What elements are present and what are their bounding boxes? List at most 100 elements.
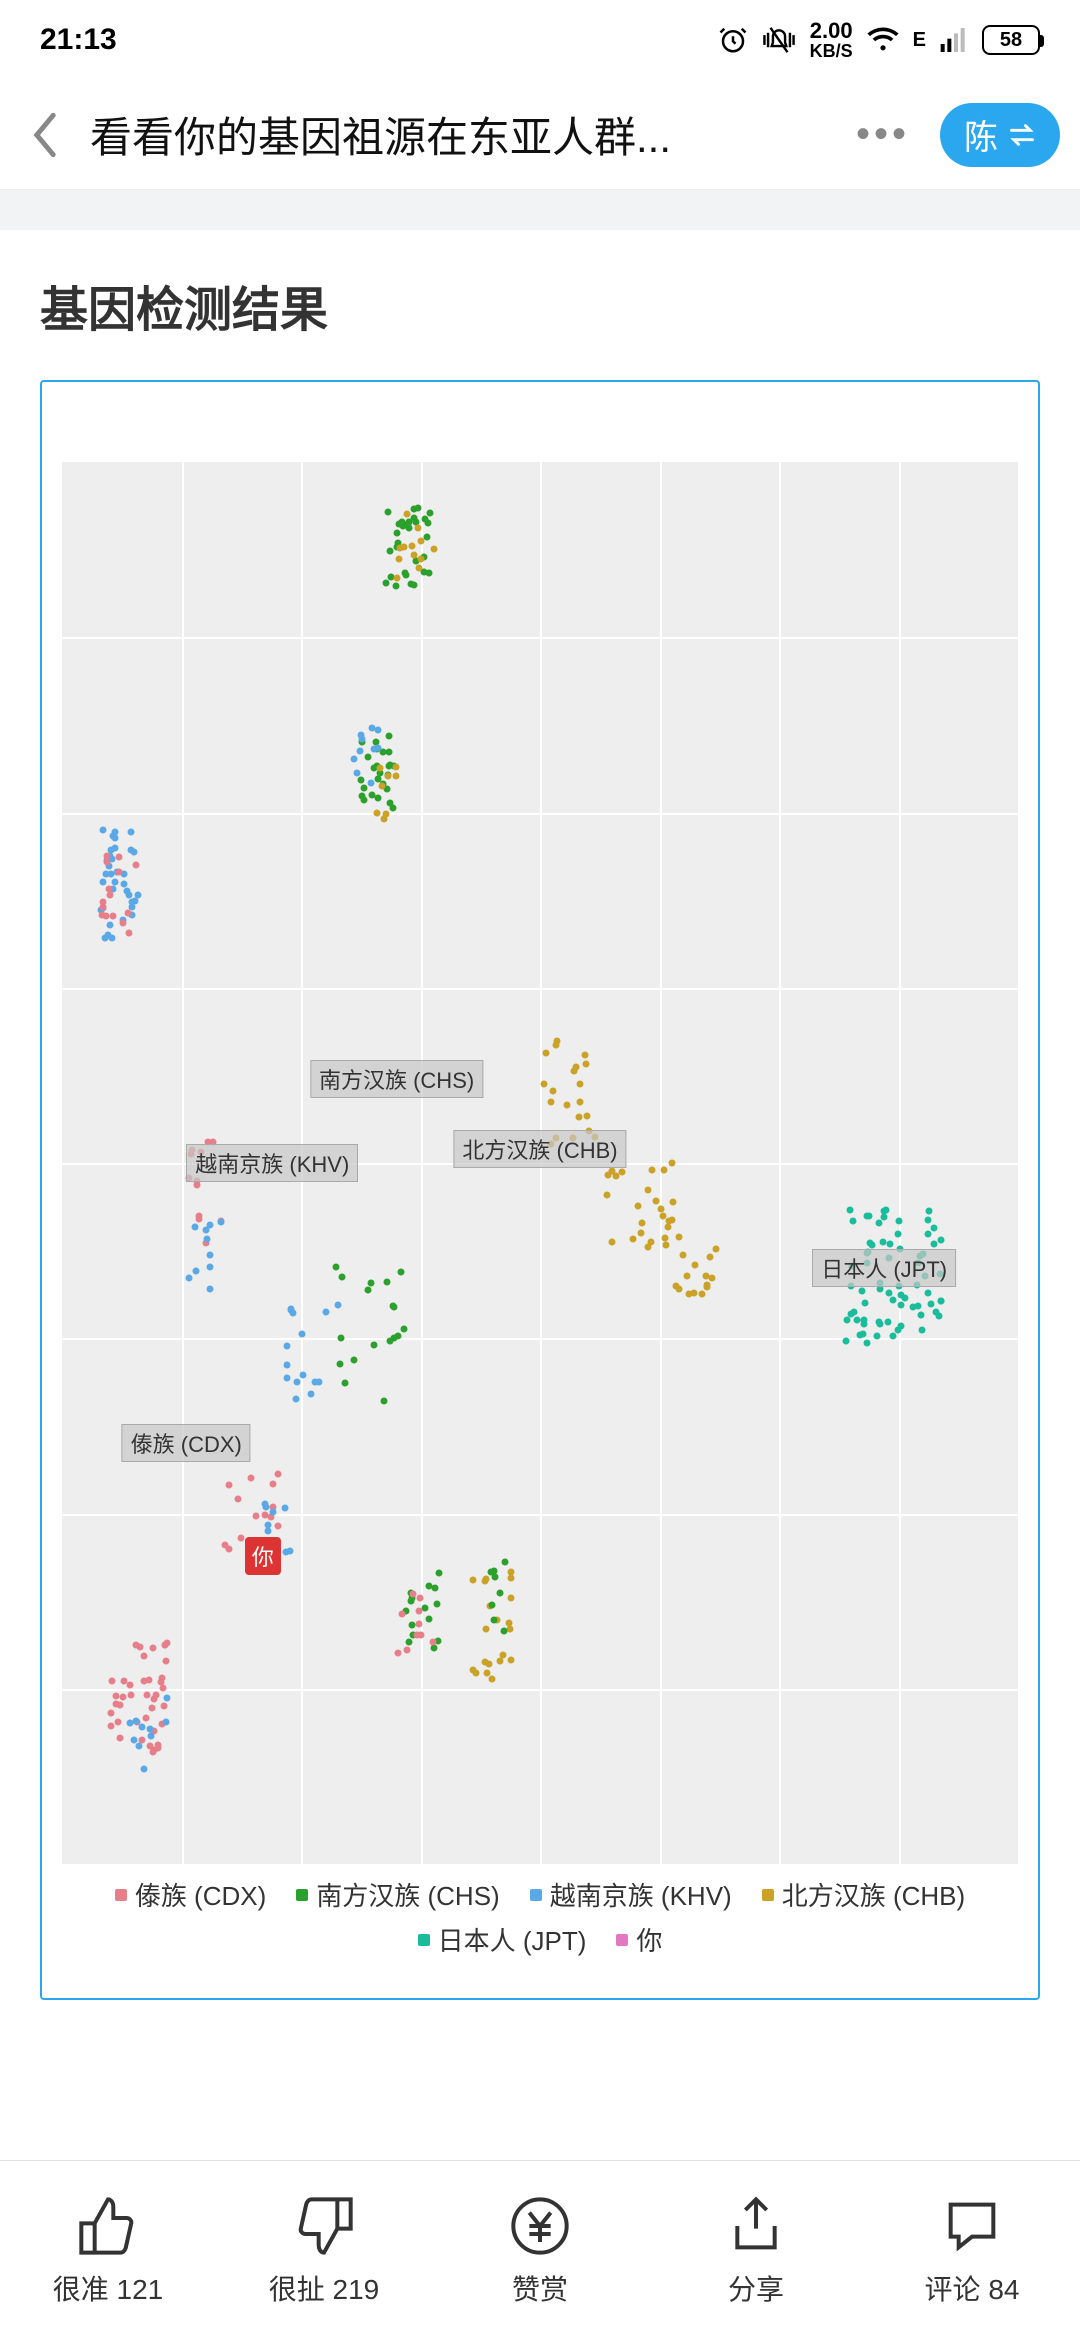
- data-point: [669, 1198, 676, 1205]
- data-point: [396, 556, 403, 563]
- data-point: [879, 1239, 886, 1246]
- scatter-plot: 南方汉族 (CHS)北方汉族 (CHB)越南京族 (KHV)日本人 (JPT)傣…: [62, 462, 1018, 1864]
- legend-swatch: [115, 1889, 127, 1901]
- data-point: [332, 1264, 339, 1271]
- data-point: [110, 833, 117, 840]
- legend-item: 南方汉族 (CHS): [296, 1876, 499, 1913]
- data-point: [426, 569, 433, 576]
- data-point: [507, 1657, 514, 1664]
- data-point: [365, 1286, 372, 1293]
- data-point: [292, 1396, 299, 1403]
- data-point: [149, 1644, 156, 1651]
- data-point: [359, 793, 366, 800]
- data-point: [604, 1191, 611, 1198]
- data-point: [323, 1308, 330, 1315]
- data-point: [288, 1307, 295, 1314]
- data-point: [664, 1224, 671, 1231]
- data-point: [371, 1341, 378, 1348]
- data-point: [237, 1534, 244, 1541]
- data-point: [351, 756, 358, 763]
- data-point: [127, 828, 134, 835]
- data-point: [885, 1289, 892, 1296]
- data-point: [307, 1390, 314, 1397]
- data-point: [120, 920, 127, 927]
- legend-swatch: [418, 1934, 430, 1946]
- data-point: [853, 1317, 860, 1324]
- comment-button[interactable]: 评论 84: [864, 2161, 1080, 2340]
- thumbs-down-icon: [292, 2194, 356, 2258]
- wifi-icon: [867, 27, 899, 53]
- data-point: [387, 548, 394, 555]
- data-point: [127, 1691, 134, 1698]
- data-point: [99, 898, 106, 905]
- data-point: [116, 1702, 123, 1709]
- data-point: [162, 1718, 169, 1725]
- data-point: [508, 1574, 515, 1581]
- data-point: [925, 1216, 932, 1223]
- data-point: [390, 1302, 397, 1309]
- thumbs-up-button[interactable]: 很准 121: [0, 2161, 216, 2340]
- data-point: [99, 879, 106, 886]
- thumbs-up-icon: [76, 2194, 140, 2258]
- data-point: [630, 1235, 637, 1242]
- data-point: [486, 1660, 493, 1667]
- alarm-icon: [718, 25, 748, 55]
- section-title: 基因检测结果: [40, 270, 1040, 340]
- data-point: [107, 1722, 114, 1729]
- back-button[interactable]: [20, 112, 70, 158]
- page-title: 看看你的基因祖源在东亚人群...: [90, 104, 826, 165]
- data-point: [225, 1482, 232, 1489]
- data-point: [206, 1264, 213, 1271]
- share-button[interactable]: 分享: [648, 2161, 864, 2340]
- data-point: [889, 1332, 896, 1339]
- data-point: [360, 784, 367, 791]
- data-point: [658, 1205, 665, 1212]
- data-point: [115, 1719, 122, 1726]
- thumbs-down-label: 很扯 219: [269, 2268, 380, 2308]
- data-point: [140, 1652, 147, 1659]
- legend-label: 北方汉族 (CHB): [782, 1876, 965, 1913]
- data-point: [470, 1577, 477, 1584]
- data-point: [415, 524, 422, 531]
- data-point: [864, 1339, 871, 1346]
- data-point: [584, 1113, 591, 1120]
- data-point: [294, 1379, 301, 1386]
- data-point: [434, 1600, 441, 1607]
- user-chip[interactable]: 陈: [940, 103, 1060, 167]
- data-point: [660, 1167, 667, 1174]
- data-point: [422, 1605, 429, 1612]
- data-point: [424, 533, 431, 540]
- reward-label: 赞赏: [512, 2268, 568, 2308]
- data-point: [185, 1274, 192, 1281]
- data-point: [634, 1202, 641, 1209]
- data-point: [334, 1302, 341, 1309]
- data-point: [99, 826, 106, 833]
- data-point: [377, 765, 384, 772]
- thumbs-up-label: 很准 121: [53, 2268, 164, 2308]
- data-point: [417, 1595, 424, 1602]
- data-point: [270, 1508, 277, 1515]
- data-point: [895, 1218, 902, 1225]
- data-point: [162, 1658, 169, 1665]
- data-point: [890, 1296, 897, 1303]
- data-point: [704, 1282, 711, 1289]
- thumbs-down-button[interactable]: 很扯 219: [216, 2161, 432, 2340]
- data-point: [195, 1213, 202, 1220]
- legend-swatch: [296, 1889, 308, 1901]
- reward-button[interactable]: 赞赏: [432, 2161, 648, 2340]
- data-point: [152, 1691, 159, 1698]
- data-point: [680, 1251, 687, 1258]
- data-point: [298, 1331, 305, 1338]
- data-point: [856, 1331, 863, 1338]
- more-button[interactable]: •••: [846, 112, 920, 157]
- data-point: [207, 1252, 214, 1259]
- cluster-label: 北方汉族 (CHB): [453, 1130, 626, 1168]
- data-point: [492, 1574, 499, 1581]
- data-point: [894, 1326, 901, 1333]
- comment-label: 评论 84: [925, 2268, 1020, 2308]
- data-point: [425, 520, 432, 527]
- data-point: [937, 1236, 944, 1243]
- data-point: [425, 1615, 432, 1622]
- data-point: [338, 1273, 345, 1280]
- data-point: [917, 1312, 924, 1319]
